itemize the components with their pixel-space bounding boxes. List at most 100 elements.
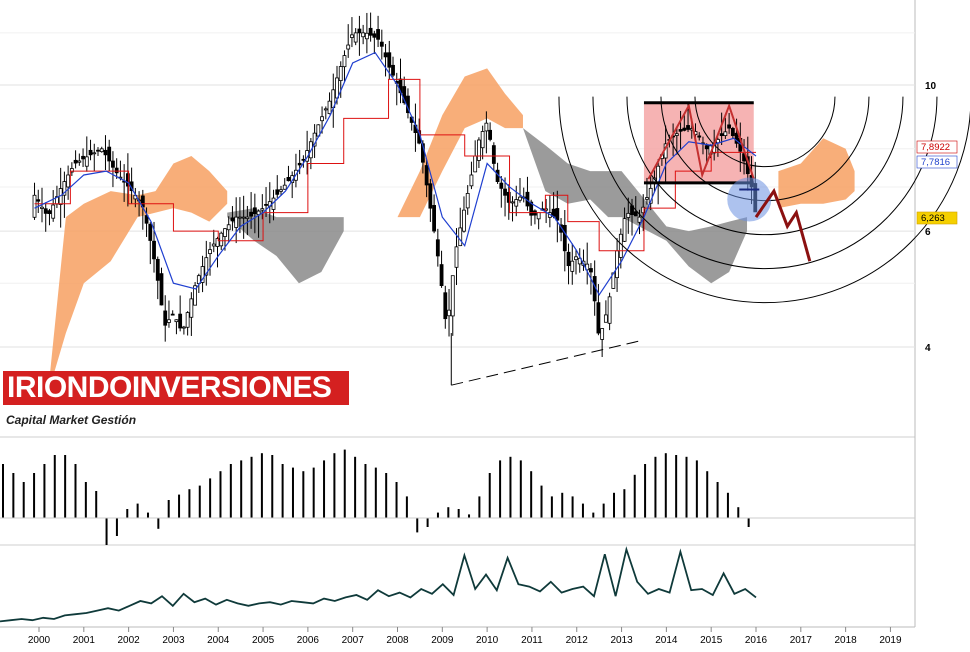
histogram-bar [426, 518, 429, 527]
candle-body [51, 204, 56, 219]
candle-body [77, 160, 82, 163]
y-tick-label: 10 [925, 81, 937, 92]
candle-body [491, 145, 496, 164]
candle-body [443, 292, 448, 320]
candle-body [200, 266, 205, 283]
candle-body [637, 216, 642, 223]
candle-body [96, 149, 100, 152]
histogram-bar [644, 464, 647, 518]
x-tick-label: 2002 [118, 635, 141, 646]
y-tick-label: 4 [925, 343, 931, 354]
candle-body [323, 108, 328, 111]
histogram-bar [623, 489, 626, 518]
histogram-bar [157, 518, 160, 529]
fan-arc [626, 96, 904, 236]
candle-body [252, 207, 257, 215]
candle-body [170, 313, 175, 316]
histogram-bar [209, 478, 212, 518]
price-badge [916, 211, 958, 225]
cloud-bullish [778, 138, 855, 209]
candle-body [73, 159, 78, 164]
brand-tagline: Capital Market Gestión [6, 413, 137, 427]
candle-body [615, 250, 619, 279]
candle-body [391, 64, 395, 76]
candle-body [88, 149, 93, 156]
candle-body [730, 128, 735, 137]
histogram-bar [457, 509, 460, 518]
candle-body [99, 148, 104, 153]
x-tick-label: 2010 [476, 635, 499, 646]
candle-body [514, 199, 519, 207]
candle-body [562, 224, 567, 252]
candle-body [297, 162, 302, 166]
candle-body [596, 302, 601, 334]
candle-body [189, 298, 194, 318]
histogram-bar [95, 491, 98, 518]
candle-body [551, 208, 556, 217]
projection-path [754, 187, 812, 262]
candle-body [230, 217, 235, 222]
candle-body [577, 257, 582, 265]
candle-body [234, 216, 239, 228]
histogram-bar [250, 456, 253, 518]
x-tick-label: 2016 [745, 635, 768, 646]
candle-body [480, 131, 485, 149]
candle-body [454, 246, 459, 268]
candle-body [204, 257, 209, 276]
x-tick-label: 2004 [207, 635, 230, 646]
candle-body [503, 188, 507, 196]
candle-body [275, 189, 280, 195]
histogram-bar [633, 474, 636, 518]
candle-body [223, 228, 227, 237]
candle-body [428, 183, 433, 209]
x-tick-label: 2011 [521, 635, 543, 646]
candle-body [125, 173, 130, 187]
candle-body [566, 251, 571, 267]
candle-body [43, 208, 48, 214]
brand-logo: IRIONDOINVERSIONES [3, 371, 349, 405]
candle-body [484, 122, 489, 132]
histogram-bar [716, 482, 719, 518]
x-tick-label: 2005 [252, 635, 275, 646]
x-tick-label: 2015 [700, 635, 723, 646]
fan-arc [592, 96, 938, 270]
histogram-bar [22, 482, 25, 518]
histogram-bar [405, 496, 408, 518]
histogram-bar [43, 464, 46, 518]
candle-body [92, 152, 97, 155]
x-tick-label: 2009 [431, 635, 454, 646]
candle-body [518, 196, 522, 201]
histogram-bar [219, 471, 222, 518]
candle-body [338, 66, 343, 82]
kijun-line [34, 78, 756, 252]
candle-body [462, 209, 466, 232]
histogram-bar [53, 455, 56, 518]
candle-body [506, 191, 511, 203]
histogram-bar [488, 473, 491, 518]
candle-body [312, 132, 317, 147]
candle-body [226, 224, 231, 231]
candle-body [357, 28, 362, 34]
candle-body [727, 124, 732, 129]
candle-body [626, 212, 631, 218]
histogram-bar [550, 496, 553, 518]
candle-body [264, 203, 268, 206]
histogram-bar [74, 464, 77, 518]
candle-body [350, 34, 354, 38]
x-tick-label: 2017 [790, 635, 813, 646]
price-badge [916, 155, 958, 169]
price-badge [916, 140, 958, 154]
candle-body [208, 249, 212, 255]
histogram-bar [613, 492, 616, 518]
candle-body [603, 314, 608, 323]
candle-body [585, 263, 590, 271]
fan-arc [694, 96, 836, 168]
cloud-bearish [227, 208, 344, 284]
candle-body [69, 168, 74, 173]
candle-body [432, 205, 436, 232]
x-tick-label: 2007 [342, 635, 365, 646]
histogram-bar [509, 456, 512, 518]
histogram-bar [354, 456, 357, 518]
candle-body [465, 193, 470, 209]
